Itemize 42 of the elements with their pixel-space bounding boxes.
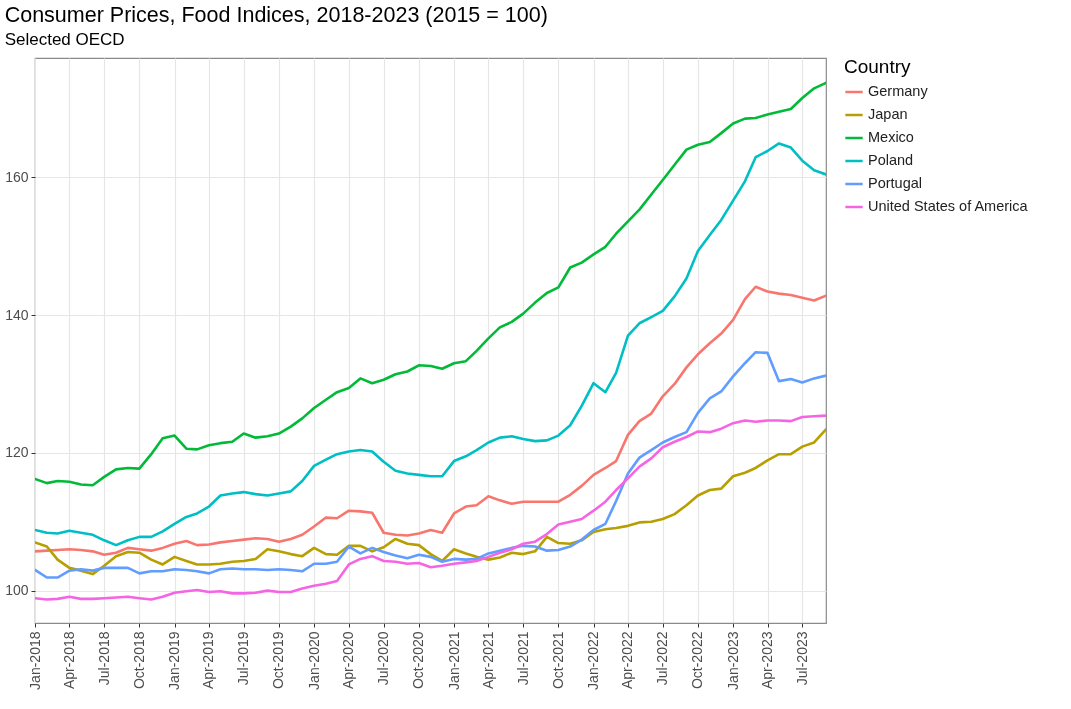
x-tick-label: Jan-2019 [166,631,183,690]
chart-title: Consumer Prices, Food Indices, 2018-2023 (2015 = 100) [4,2,548,27]
legend-label: Japan [868,106,908,122]
x-tick-label: Oct-2020 [410,631,427,690]
x-tick-label: Jan-2022 [585,631,602,690]
x-tick-label: Jul-2021 [514,631,531,686]
legend-title: Country [844,56,912,77]
line-series [35,350,826,579]
x-tick-label: Apr-2023 [759,631,776,690]
x-tick-label: Jan-2020 [305,631,322,690]
x-tick-label: Apr-2022 [619,631,636,690]
line-series [35,414,826,601]
x-tick-label: Jul-2023 [793,631,810,686]
x-tick-label: Jul-2018 [95,631,112,686]
x-tick-label: Apr-2021 [479,631,496,690]
chart-subtitle: Selected OECD [4,30,125,49]
x-tick-label: Jan-2018 [26,631,43,690]
x-tick-label: Jul-2022 [654,631,671,686]
x-tick-label: Apr-2020 [340,631,357,690]
x-tick-label: Oct-2022 [689,631,706,690]
legend-label: Mexico [868,129,914,145]
x-tick-label: Apr-2019 [200,631,217,690]
x-tick-label: Jul-2019 [235,631,252,686]
line-series [35,142,826,547]
line-series [35,428,826,576]
line-series [35,81,826,487]
x-tick-label: Jul-2020 [375,631,392,686]
y-tick-label: 140 [5,306,29,323]
y-tick-label: 120 [5,444,29,461]
legend-label: Portugal [868,175,923,191]
x-tick-label: Oct-2021 [549,631,566,690]
x-tick-label: Jan-2023 [724,631,741,690]
x-tick-label: Jan-2021 [445,631,462,690]
x-tick-label: Apr-2018 [60,631,77,690]
x-tick-label: Oct-2019 [270,631,287,690]
legend-label: Germany [868,83,929,99]
line-series [35,285,826,557]
legend-label: United States of America [868,198,1029,214]
x-tick-label: Oct-2018 [130,631,147,690]
y-tick-label: 100 [5,582,29,599]
legend-label: Poland [868,152,914,168]
y-tick-label: 160 [5,168,29,185]
